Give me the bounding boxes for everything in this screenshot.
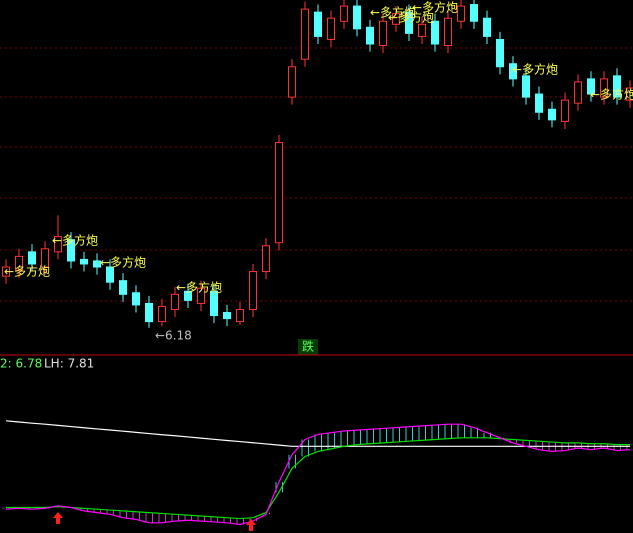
candle-body	[28, 251, 36, 265]
indicator-label: LH: 7.81	[44, 357, 94, 371]
candle-body	[301, 8, 309, 60]
candle-body	[15, 255, 23, 271]
indicator	[2, 420, 631, 526]
candle-body	[626, 87, 633, 101]
candle-body	[509, 63, 517, 80]
candle-body	[392, 13, 400, 25]
candle-body	[158, 305, 166, 323]
candle-body	[249, 271, 257, 310]
annotation: ←多方炮	[176, 280, 222, 295]
candle-body	[483, 17, 491, 37]
candle-body	[275, 142, 283, 244]
candle-body	[41, 248, 49, 268]
buy-arrow	[246, 519, 256, 531]
candle-body	[184, 290, 192, 301]
candles	[2, 0, 633, 328]
candle-body	[431, 20, 439, 45]
candle-body	[54, 236, 62, 253]
annotation: ←多方炮	[512, 62, 558, 77]
candle-body	[379, 20, 387, 47]
annotation: ←多方炮	[370, 5, 416, 20]
buy-arrow	[53, 512, 63, 524]
candle-body	[2, 266, 10, 277]
candle-body	[80, 258, 88, 265]
candle-body	[106, 266, 114, 283]
candle-body	[223, 312, 231, 320]
candle-body	[288, 66, 296, 98]
candle-body	[132, 292, 140, 306]
candle-body	[470, 4, 478, 22]
grid	[0, 47, 633, 302]
candle-body	[119, 280, 127, 295]
candle-body	[197, 287, 205, 304]
candle-body	[535, 93, 543, 113]
candle-body	[548, 108, 556, 121]
indicator-line	[5, 420, 630, 447]
signal-label: 跌	[302, 339, 314, 354]
indicator-line	[6, 437, 630, 520]
low-label: ←6.18	[155, 329, 192, 343]
candle-body	[93, 260, 101, 268]
candle-body	[210, 290, 218, 317]
indicator-label: 2: 6.78	[0, 357, 42, 371]
candle-body	[561, 99, 569, 122]
candle-body	[405, 11, 413, 34]
candle-body	[496, 38, 504, 68]
candle-body	[613, 75, 621, 98]
candle-body	[353, 5, 361, 30]
annotation: ←多方炮	[412, 0, 458, 15]
annotation: ←多方炮	[52, 233, 98, 248]
annotation: ←多方炮	[388, 10, 434, 25]
candle-body	[587, 78, 595, 95]
candle-body	[522, 75, 530, 98]
annotation: ←多方炮	[590, 87, 633, 102]
indicator-line	[5, 423, 631, 526]
candle-body	[236, 308, 244, 323]
candle-body	[600, 78, 608, 98]
candle-body	[457, 5, 465, 22]
candle-body	[145, 302, 153, 323]
candle-body	[340, 5, 348, 22]
annotation: ←多方炮	[100, 255, 146, 270]
signal-box	[298, 339, 318, 355]
candle-body	[574, 81, 582, 104]
candle-body	[314, 11, 322, 37]
candle-body	[366, 26, 374, 45]
candle-body	[418, 23, 426, 37]
candle-body	[67, 239, 75, 262]
candle-body	[327, 17, 335, 40]
candle-body	[262, 245, 270, 273]
annotation: ←多方炮	[4, 264, 50, 279]
candle-body	[444, 17, 452, 47]
candle-body	[171, 293, 179, 310]
